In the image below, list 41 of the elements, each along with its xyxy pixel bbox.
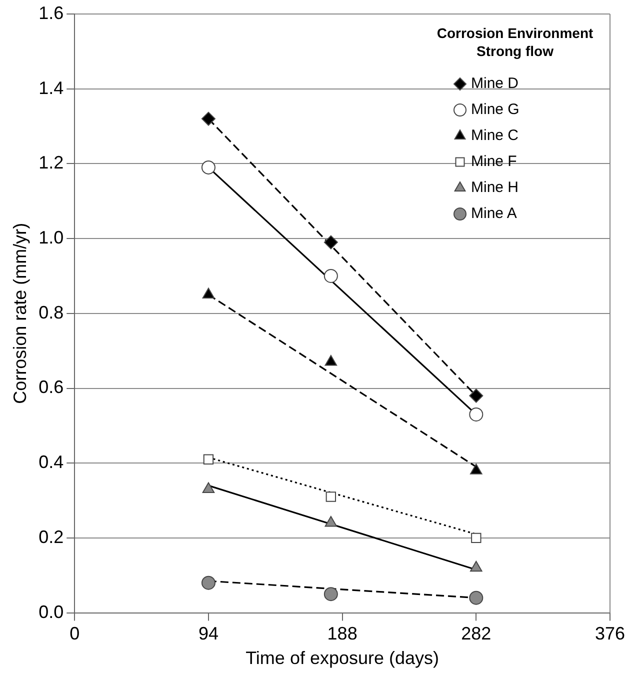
y-axis-title: Corrosion rate (mm/yr) [10, 222, 30, 404]
point [201, 576, 216, 590]
y-tick-label: 1.4 [38, 78, 64, 98]
x-tick-label: 282 [461, 624, 492, 644]
point [202, 288, 215, 298]
legend-label: Mine C [471, 127, 519, 144]
y-tick-label: 1.0 [38, 228, 64, 248]
point [469, 407, 484, 422]
y-tick-label: 1.6 [38, 2, 64, 23]
x-tick-label: 94 [198, 624, 218, 644]
legend-title: Corrosion Environment Strong flow [436, 24, 594, 59]
point [470, 464, 482, 474]
y-tick-label: 0.6 [38, 377, 64, 398]
y-tick-label: 0.2 [38, 526, 64, 547]
y-tick-label: 0.0 [38, 602, 64, 622]
x-tick-label: 188 [327, 624, 358, 644]
point [324, 235, 338, 250]
point [326, 492, 336, 502]
y-tick-label: 0.4 [38, 452, 64, 472]
legend-label: Mine G [471, 101, 520, 118]
legend-label: Mine A [471, 205, 517, 222]
legend-label: Mine F [471, 153, 517, 170]
x-tick-label: 0 [70, 624, 80, 644]
point [324, 355, 338, 366]
x-tick-label: 376 [594, 624, 626, 644]
point [201, 160, 216, 174]
legend-label: Mine D [471, 75, 519, 92]
point [471, 532, 482, 544]
point [469, 388, 484, 403]
point [470, 560, 482, 572]
point [324, 268, 338, 283]
x-axis-title: Time of exposure (days) [246, 648, 440, 668]
point [203, 454, 214, 464]
y-tick-label: 0.8 [38, 302, 64, 322]
point [202, 482, 215, 494]
point [324, 587, 338, 602]
point [324, 516, 338, 527]
legend-label: Mine H [471, 179, 519, 196]
point [469, 590, 484, 605]
y-tick-label: 1.2 [38, 152, 64, 173]
point [201, 112, 216, 126]
